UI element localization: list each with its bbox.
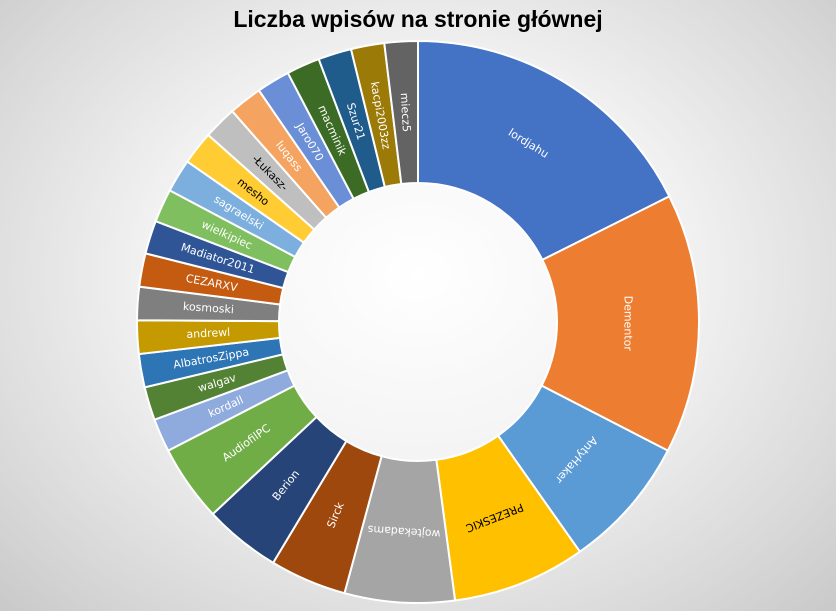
slice-label-1: Dementor [621, 296, 634, 352]
slice-label-24: miecz5 [398, 92, 413, 132]
slice-24 [383, 39, 419, 186]
slice-label-11: andrewl [186, 326, 230, 341]
slice-label-12: kosmoski [183, 300, 235, 316]
slice-group [135, 39, 700, 604]
slice-0 [417, 39, 671, 262]
slice-label-4: wojtekadams [367, 523, 441, 541]
slice-1 [540, 195, 700, 452]
chart-title: Liczba wpisów na stronie głównej [233, 6, 603, 32]
